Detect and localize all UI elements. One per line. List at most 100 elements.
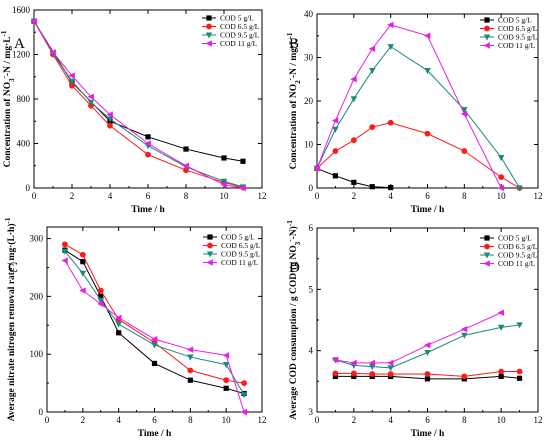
data-point <box>516 375 523 381</box>
legend-entry: COD 6.5 g/L <box>221 241 261 250</box>
series-cod-11-g-l <box>313 21 505 192</box>
legend-entry: COD 5 g/L <box>498 234 532 243</box>
data-point <box>80 259 86 265</box>
legend-entry: COD 6.5 g/L <box>498 242 538 251</box>
x-tick-label: 0 <box>315 191 320 201</box>
series-cod-9-5-g-l <box>30 18 247 191</box>
series-cod-11-g-l <box>331 309 505 367</box>
y-tick-label: 30 <box>304 53 314 63</box>
series-line <box>64 260 245 413</box>
series-line <box>335 371 520 377</box>
y-tick-label: 200 <box>30 291 44 301</box>
series-line <box>316 122 520 189</box>
data-point <box>369 184 375 190</box>
x-tick-label: 2 <box>352 191 357 201</box>
y-axis-label-part: - <box>0 75 8 78</box>
data-point <box>87 93 94 100</box>
data-point <box>424 67 431 75</box>
data-point <box>106 111 113 118</box>
y-axis-label-part: Concentration of NO <box>289 84 299 170</box>
y-tick-label: 3 <box>309 407 314 417</box>
data-point <box>79 287 86 294</box>
data-point <box>498 368 505 375</box>
data-point <box>313 165 320 172</box>
data-point <box>350 76 357 83</box>
legend-marker <box>483 252 491 259</box>
y-axis-label-part: -1 <box>0 30 8 36</box>
data-point <box>332 373 339 380</box>
data-point <box>144 140 151 147</box>
x-tick-label: 10 <box>497 415 507 425</box>
series-cod-9-5-g-l <box>61 248 248 399</box>
legend-entry: COD 5 g/L <box>498 16 532 25</box>
data-point <box>368 45 376 52</box>
data-point <box>424 130 431 137</box>
x-tick-label: 6 <box>146 191 151 201</box>
data-point <box>115 314 122 321</box>
legend-marker <box>206 23 212 30</box>
data-point <box>151 360 158 367</box>
data-point <box>69 82 75 89</box>
data-point <box>221 155 227 161</box>
panel-label: A <box>14 36 25 52</box>
data-point <box>187 377 193 383</box>
legend-marker <box>484 235 490 241</box>
data-point <box>497 324 505 331</box>
legend-entry: COD 6.5 g/L <box>498 24 538 33</box>
data-point <box>332 126 339 133</box>
series-line <box>335 375 520 380</box>
series-line <box>64 249 245 394</box>
data-point <box>350 370 357 377</box>
data-point <box>461 332 468 339</box>
chart-panel-C: 0 2 4 6 8 10 12 0 100 200 300 Time / h Average nitra… <box>4 217 267 439</box>
data-point <box>387 21 394 29</box>
x-tick-label: 10 <box>222 415 232 425</box>
data-point <box>497 184 505 192</box>
x-tick-label: 4 <box>388 191 393 201</box>
x-tick-label: 2 <box>352 415 357 425</box>
legend-marker <box>205 32 213 39</box>
data-point <box>461 148 468 154</box>
data-point <box>61 257 68 264</box>
data-point <box>150 335 158 343</box>
legend-entry: COD 11 g/L <box>221 258 259 267</box>
data-point <box>97 287 104 294</box>
legend-entry: COD 9.5 g/L <box>498 251 538 260</box>
x-tick-label: 10 <box>497 191 507 201</box>
data-point <box>460 326 468 333</box>
y-axis-label-part: -N / mg·L <box>3 36 13 76</box>
x-tick-label: 8 <box>462 415 467 425</box>
legend-marker <box>483 42 490 49</box>
y-tick-label: 0 <box>26 183 31 193</box>
data-point <box>331 356 339 364</box>
y-tick-label: 1600 <box>12 5 31 15</box>
x-tick-label: 10 <box>220 191 230 201</box>
panel-label: B <box>289 36 299 52</box>
legend-marker <box>484 17 490 23</box>
data-point <box>222 352 230 359</box>
x-tick-label: 12 <box>258 415 267 425</box>
x-axis-label: Time / h <box>131 205 165 215</box>
legend-entry: COD 9.5 g/L <box>220 31 260 40</box>
chart-panel-A: 0 2 4 6 8 10 12 0 400 800 1200 1600 Time / h Concentr… <box>0 5 267 215</box>
legend-entry: COD 11 g/L <box>498 259 536 268</box>
data-point <box>240 158 246 164</box>
chart-panel-D: 0 2 4 6 8 10 12 3 4 5 6 Time / h Average COD consump… <box>286 220 543 439</box>
x-tick-label: 8 <box>184 191 189 201</box>
data-point <box>369 67 376 75</box>
data-point <box>183 146 189 152</box>
series-cod-11-g-l <box>61 257 247 416</box>
y-axis-label-part: Average COD consumption / g COD·(g NO <box>288 245 299 420</box>
data-point <box>151 342 158 349</box>
data-point <box>498 373 504 380</box>
y-axis-label-part: - <box>286 77 294 80</box>
legend-marker <box>484 25 490 32</box>
x-tick-label: 12 <box>534 191 543 201</box>
data-point <box>187 367 194 374</box>
legend-entry: COD 11 g/L <box>220 39 258 48</box>
x-tick-label: 0 <box>45 415 50 425</box>
data-point <box>516 322 523 329</box>
